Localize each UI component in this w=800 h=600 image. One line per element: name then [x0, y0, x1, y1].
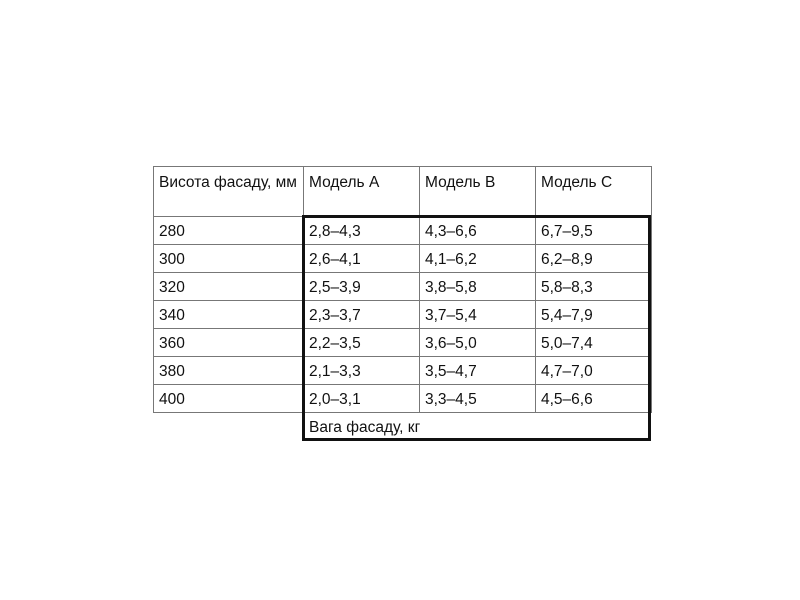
weight-unit-label: Вага фасаду, кг: [303, 412, 651, 441]
weight-cell: 5,0–7,4: [535, 328, 652, 357]
row-height-cell: 340: [153, 300, 304, 329]
weight-cell: 5,4–7,9: [535, 300, 652, 329]
weight-cell: 3,8–5,8: [419, 272, 536, 301]
weight-cell: 3,5–4,7: [419, 356, 536, 385]
weight-cell: 3,3–4,5: [419, 384, 536, 413]
weight-cell: 2,5–3,9: [303, 272, 420, 301]
row-height-cell: 320: [153, 272, 304, 301]
row-height-cell: 300: [153, 244, 304, 273]
weight-cell: 6,7–9,5: [535, 216, 652, 245]
weight-cell: 2,3–3,7: [303, 300, 420, 329]
row-height-cell: 380: [153, 356, 304, 385]
weight-cell: 2,8–4,3: [303, 216, 420, 245]
weight-cell: 4,1–6,2: [419, 244, 536, 273]
row-height-cell: 400: [153, 384, 304, 413]
weight-cell: 2,0–3,1: [303, 384, 420, 413]
row-height-cell: 280: [153, 216, 304, 245]
column-header: Модель A: [303, 166, 420, 217]
weight-cell: 5,8–8,3: [535, 272, 652, 301]
weight-cell: 2,1–3,3: [303, 356, 420, 385]
weight-cell: 4,7–7,0: [535, 356, 652, 385]
weight-cell: 3,7–5,4: [419, 300, 536, 329]
weight-cell: 2,2–3,5: [303, 328, 420, 357]
column-header: Модель C: [535, 166, 652, 217]
column-header: Модель B: [419, 166, 536, 217]
weight-cell: 4,3–6,6: [419, 216, 536, 245]
weight-cell: 2,6–4,1: [303, 244, 420, 273]
weight-cell: 4,5–6,6: [535, 384, 652, 413]
column-header: Висота фасаду, мм: [153, 166, 304, 217]
weight-cell: 6,2–8,9: [535, 244, 652, 273]
row-height-cell: 360: [153, 328, 304, 357]
weight-cell: 3,6–5,0: [419, 328, 536, 357]
